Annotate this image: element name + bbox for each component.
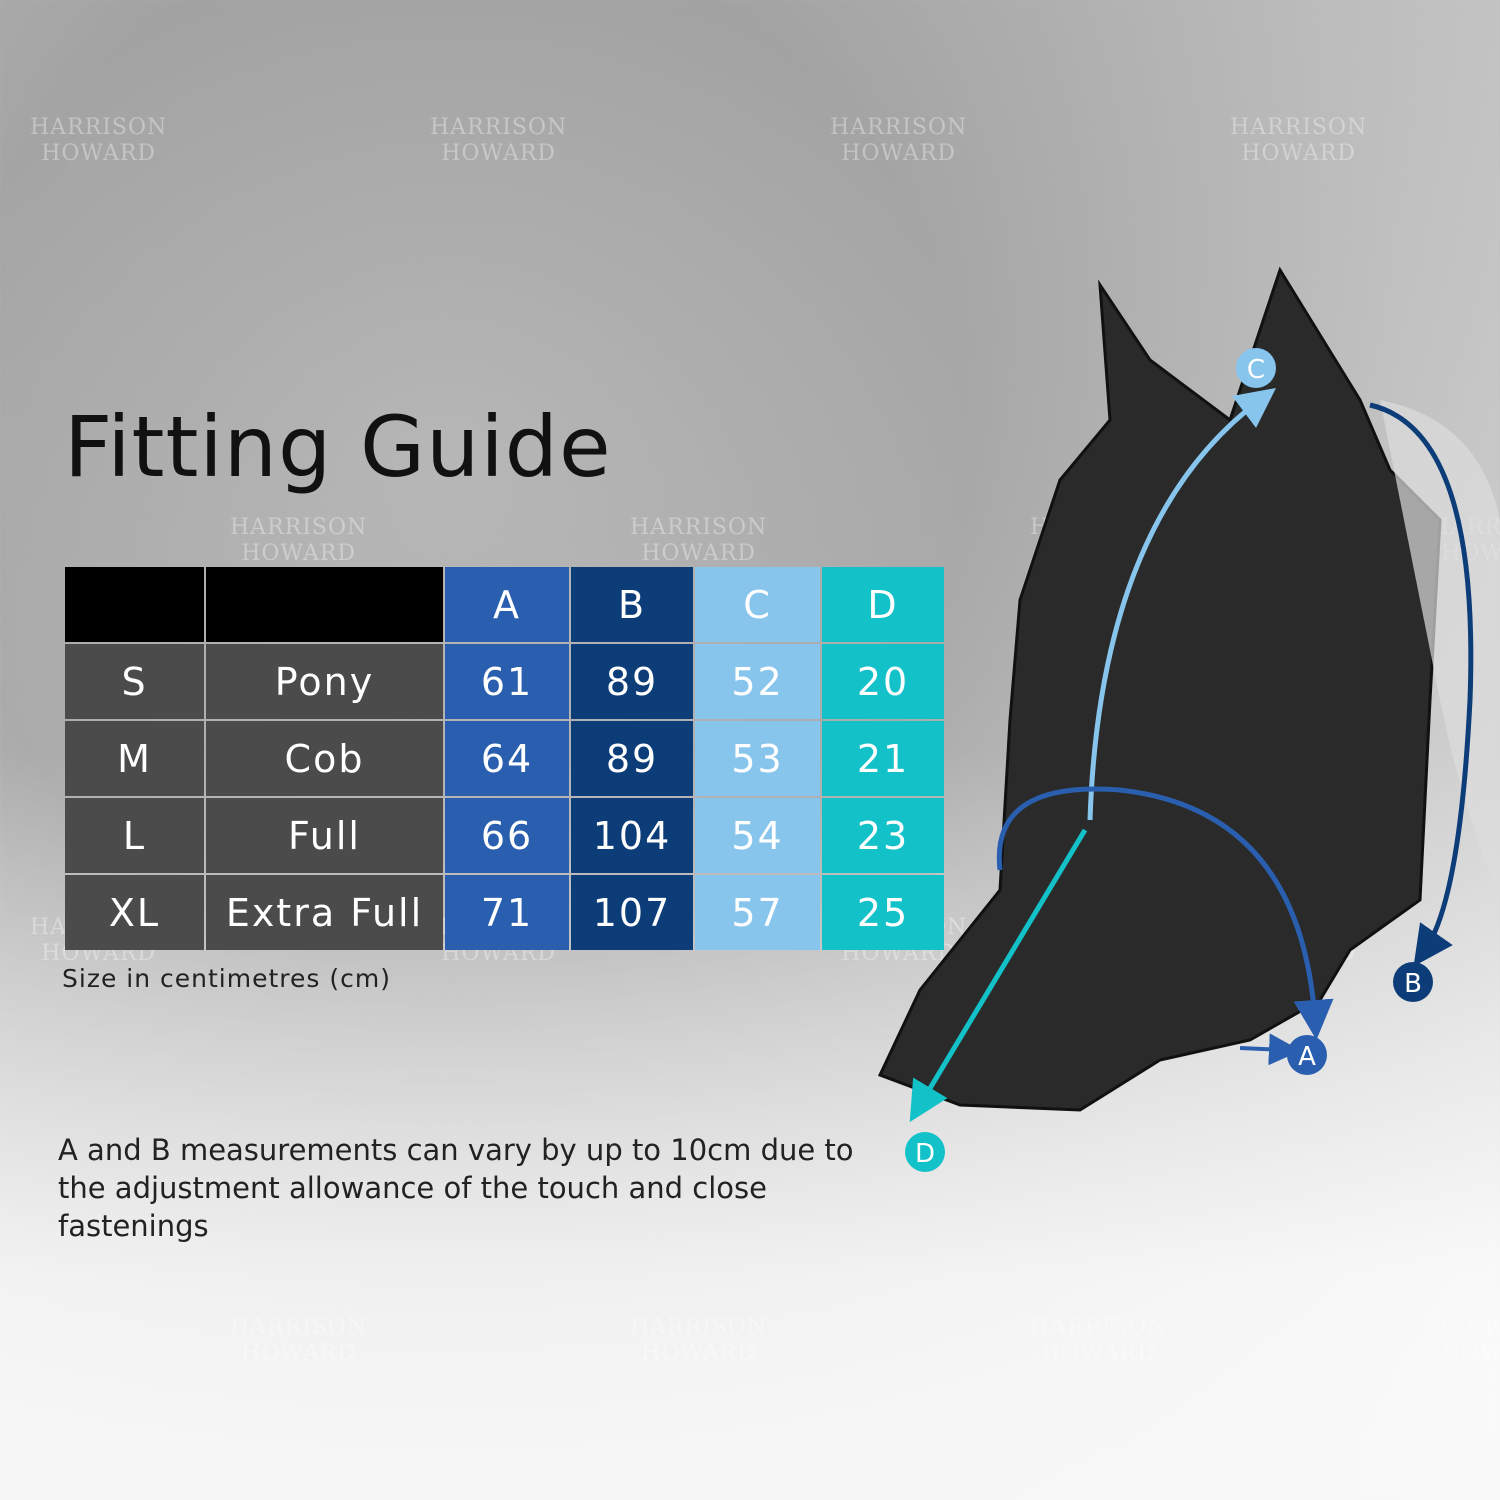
label-b: B	[1393, 962, 1433, 1002]
cell-d: 23	[822, 798, 944, 873]
unit-note: Size in centimetres (cm)	[62, 964, 391, 993]
header-cell	[206, 567, 443, 642]
table-row: XL Extra Full 71 107 57 25	[65, 875, 944, 950]
cell-c: 54	[695, 798, 820, 873]
table-row: L Full 66 104 54 23	[65, 798, 944, 873]
horse-head-shape	[877, 266, 1442, 1112]
svg-text:A: A	[1298, 1042, 1316, 1072]
cell-size: M	[65, 721, 204, 796]
watermark: HARRISON HOWARD	[30, 115, 168, 166]
cell-size: L	[65, 798, 204, 873]
watermark: HARRISON HOWARD	[1030, 1315, 1168, 1366]
arrow-c	[1087, 387, 1276, 821]
cell-a: 61	[445, 644, 569, 719]
size-table: A B C D S Pony 61 89 52 20 M Cob 64 89 53 21 L Full 66…	[63, 565, 946, 952]
watermark: HARRISON HOWARD	[230, 515, 368, 566]
cell-a: 64	[445, 721, 569, 796]
cell-name: Cob	[206, 721, 443, 796]
watermark: HARRISON HOWARD	[1230, 115, 1368, 166]
header-d: D	[822, 567, 944, 642]
cell-d: 25	[822, 875, 944, 950]
cell-name: Extra Full	[206, 875, 443, 950]
watermark: HARRISON HOWARD	[830, 115, 968, 166]
cell-a: 66	[445, 798, 569, 873]
cell-a: 71	[445, 875, 569, 950]
cell-size: S	[65, 644, 204, 719]
cell-d: 20	[822, 644, 944, 719]
svg-text:B: B	[1404, 969, 1422, 999]
arrow-a	[996, 786, 1334, 1040]
arrow-d	[909, 828, 1088, 1123]
cell-name: Full	[206, 798, 443, 873]
table-header-row: A B C D	[65, 567, 944, 642]
svg-text:C: C	[1247, 355, 1265, 385]
svg-text:D: D	[915, 1139, 935, 1169]
header-a: A	[445, 567, 569, 642]
watermark: HARRISON HOWARD	[630, 515, 768, 566]
table-row: M Cob 64 89 53 21	[65, 721, 944, 796]
cell-b: 89	[571, 721, 693, 796]
cell-name: Pony	[206, 644, 443, 719]
watermark: HARRISON HOWARD	[630, 1315, 768, 1366]
cell-c: 52	[695, 644, 820, 719]
cell-c: 53	[695, 721, 820, 796]
cell-b: 89	[571, 644, 693, 719]
mane	[1380, 400, 1500, 900]
label-c: C	[1236, 348, 1276, 388]
arrow-b	[1369, 402, 1474, 967]
table-row: S Pony 61 89 52 20	[65, 644, 944, 719]
cell-c: 57	[695, 875, 820, 950]
page-title: Fitting Guide	[64, 398, 612, 496]
header-b: B	[571, 567, 693, 642]
watermark: HARRISON HOWARD	[230, 1315, 368, 1366]
header-c: C	[695, 567, 820, 642]
watermark: HARRISON HOWARD	[1430, 1315, 1500, 1366]
header-cell	[65, 567, 204, 642]
label-a: A	[1287, 1035, 1327, 1075]
cell-size: XL	[65, 875, 204, 950]
footnote: A and B measurements can vary by up to 1…	[58, 1133, 854, 1243]
watermark: HARRISON HOWARD	[430, 115, 568, 166]
cell-b: 104	[571, 798, 693, 873]
cell-d: 21	[822, 721, 944, 796]
label-d: D	[905, 1132, 945, 1172]
cell-b: 107	[571, 875, 693, 950]
